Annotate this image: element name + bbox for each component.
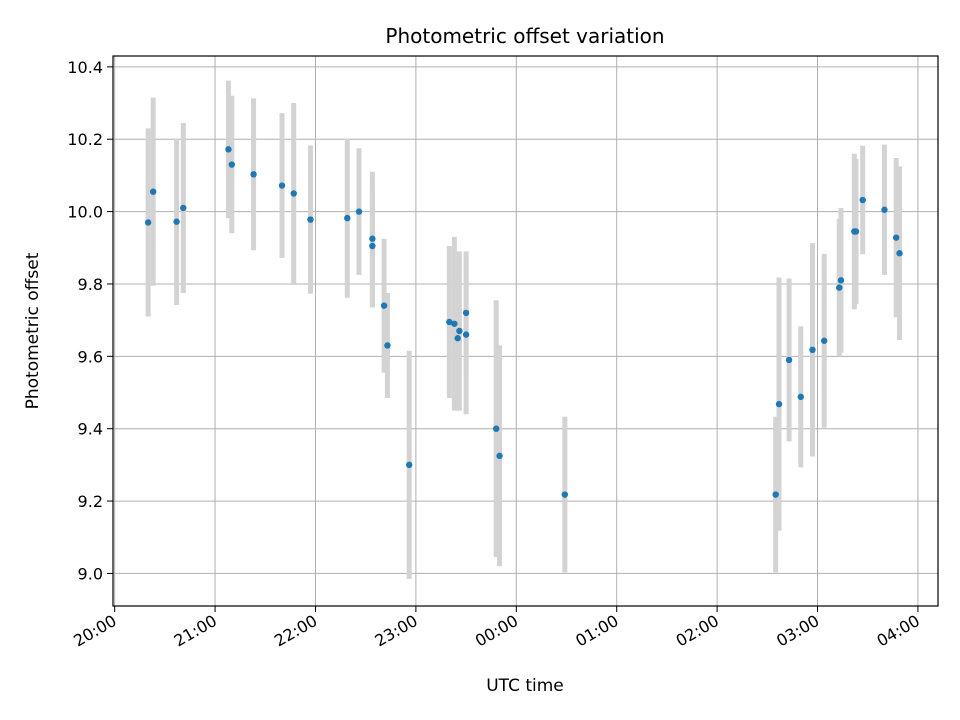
y-tick-label-6: 10.2 — [67, 130, 103, 149]
data-point-31 — [821, 337, 828, 344]
data-point-35 — [852, 228, 860, 235]
x-tick-label-3: 23:00 — [371, 611, 420, 651]
x-tick-label-6: 02:00 — [673, 611, 722, 651]
data-point-6 — [250, 171, 257, 178]
data-point-26 — [772, 491, 779, 498]
chart-title: Photometric offset variation — [385, 24, 664, 48]
data-point-25 — [561, 491, 569, 498]
data-point-18 — [451, 320, 458, 327]
data-point-32 — [836, 284, 843, 291]
x-tick-label-4: 00:00 — [472, 611, 521, 651]
y-tick-label-0: 9.0 — [78, 564, 103, 583]
y-tick-label-5: 10.0 — [67, 203, 103, 222]
data-point-23 — [493, 425, 500, 432]
data-point-28 — [785, 356, 793, 364]
data-point-19 — [454, 335, 461, 342]
data-point-37 — [881, 206, 888, 213]
data-point-39 — [896, 250, 903, 257]
x-tick-label-1: 21:00 — [171, 611, 220, 651]
data-point-21 — [462, 309, 470, 317]
data-point-36 — [859, 196, 866, 204]
data-point-0 — [144, 219, 152, 226]
y-tick-label-4: 9.8 — [78, 275, 103, 294]
data-point-38 — [892, 234, 900, 241]
data-point-20 — [456, 327, 463, 335]
data-point-4 — [225, 146, 232, 153]
data-point-24 — [496, 452, 503, 460]
y-tick-label-3: 9.6 — [78, 347, 103, 366]
data-point-15 — [384, 342, 391, 349]
x-tick-label-0: 20:00 — [70, 611, 119, 651]
x-axis-ticks: 20:00 21:00 22:00 23:00 00:00 01:00 02:00 03:00… — [70, 606, 923, 651]
data-point-22 — [462, 331, 470, 338]
data-point-10 — [344, 214, 351, 222]
x-tick-label-5: 01:00 — [572, 611, 621, 651]
data-point-13 — [369, 242, 376, 250]
data-point-16 — [405, 461, 413, 469]
y-tick-label-7: 10.4 — [67, 58, 103, 77]
x-tick-label-7: 03:00 — [773, 611, 822, 651]
data-point-17 — [446, 318, 453, 326]
data-point-3 — [180, 204, 187, 212]
data-point-7 — [278, 182, 286, 189]
data-point-14 — [380, 302, 388, 309]
data-point-11 — [355, 208, 363, 215]
data-points — [144, 146, 903, 498]
data-point-5 — [228, 161, 236, 168]
x-tick-label-2: 22:00 — [271, 611, 320, 651]
x-axis-label: UTC time — [486, 676, 564, 696]
data-point-12 — [369, 235, 376, 242]
data-point-30 — [809, 346, 816, 354]
data-point-29 — [797, 393, 804, 401]
data-point-8 — [290, 190, 297, 197]
data-point-9 — [307, 216, 314, 223]
x-tick-label-8: 04:00 — [873, 611, 922, 651]
plot-frame — [112, 55, 939, 607]
error-bars — [145, 80, 903, 579]
y-tick-label-1: 9.2 — [78, 492, 103, 511]
y-tick-label-2: 9.4 — [78, 420, 103, 439]
y-axis-label: Photometric offset — [23, 252, 43, 409]
data-point-33 — [837, 277, 845, 284]
data-point-1 — [149, 188, 157, 195]
data-point-2 — [173, 218, 180, 225]
data-point-27 — [775, 400, 783, 408]
y-axis-ticks: 9.0 9.2 9.4 9.6 9.8 10.0 10.2 10.4 — [67, 58, 113, 583]
